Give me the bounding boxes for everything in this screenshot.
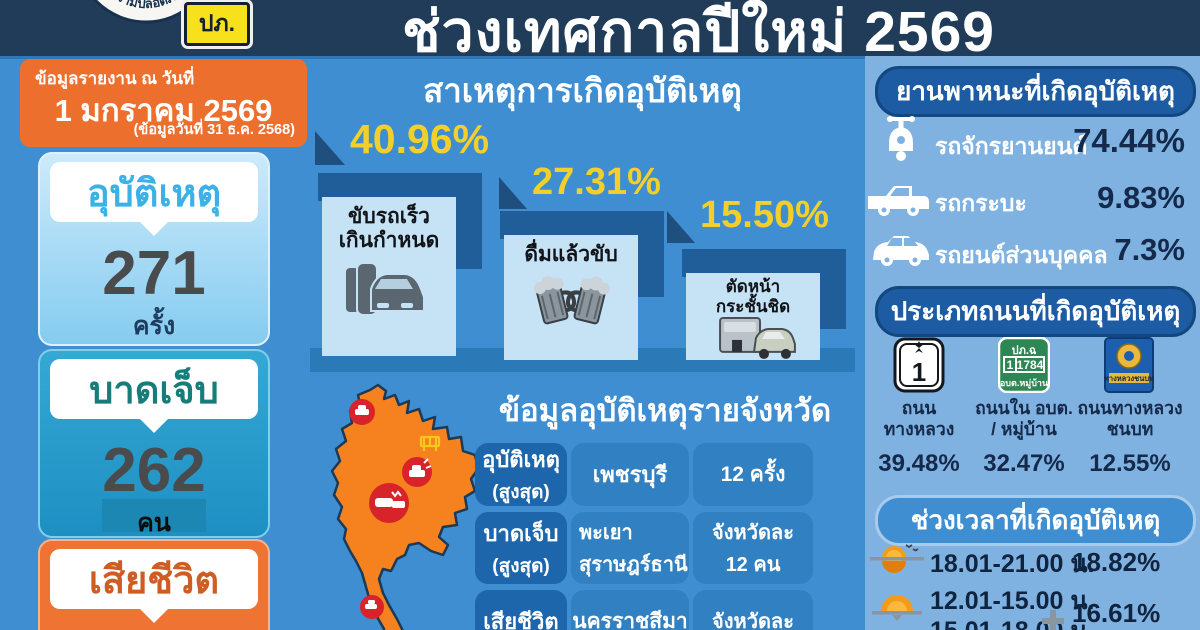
beer-mugs-icon [533, 276, 610, 325]
flag-triangle-icon [315, 131, 345, 165]
svg-text:ปภ.ฉ: ปภ.ฉ [1012, 344, 1037, 357]
province-row-province: พะเยา สุราษฎร์ธานี [571, 512, 689, 584]
local-road-sign-icon: ปภ.ฉ 1 1784 อบต.หมู่บ้าน [998, 337, 1050, 393]
province-row-label: บาดเจ็บ (สูงสุด) [475, 512, 567, 584]
card-step [452, 173, 482, 269]
province-row-label: เสียชีวิต [475, 590, 567, 630]
cause-card-speeding: ขับรถเร็ว เกินกำหนด [318, 173, 482, 356]
cause-label: ดื่มแล้วขับ [524, 243, 618, 266]
times-section-title: ช่วงเวลาที่เกิดอุบัติเหตุ [875, 495, 1196, 546]
flag-triangle-icon [499, 177, 527, 209]
vehicle-pct: 7.3% [1114, 232, 1185, 267]
stat-card-injured: บาดเจ็บ 262 คน [38, 349, 270, 538]
road-safety-center-logo: การความปลอดภัย [93, 0, 199, 24]
road-label: ถนนใน อบต. / หมู่บ้าน [975, 398, 1073, 439]
card-step [634, 211, 664, 297]
dpm-badge: ปภ. [184, 2, 250, 46]
road-pct: 12.55% [1089, 450, 1171, 477]
cause-pct-1: 40.96% [350, 116, 490, 162]
card-body: ดื่มแล้วขับ [504, 235, 638, 360]
vehicle-label: รถจักรยานยนต์ [935, 133, 1088, 159]
rural-highway-sign-icon: ทางหลวงชนบท [1104, 337, 1154, 393]
province-row-province: นครราชสีมา [571, 590, 689, 630]
highway-sign-icon: 1 [893, 337, 945, 393]
roads-section-title: ประเภทถนนที่เกิดอุบัติเหตุ [875, 286, 1196, 337]
map-marker-northeast [402, 457, 432, 487]
svg-text:การความปลอดภัย: การความปลอดภัย [93, 0, 185, 11]
stat-card-accidents: อุบัติเหตุ 271 ครั้ง [38, 152, 270, 346]
road-label: ถนน ทางหลวง [883, 398, 955, 439]
tab-pointer [140, 419, 168, 433]
stat-value: 262 [102, 436, 206, 505]
province-section-title: ข้อมูลอุบัติเหตุรายจังหวัด [498, 393, 832, 428]
map-marker-south [360, 595, 384, 619]
report-note: (ข้อมูลวันที่ 31 ธ.ค. 2568) [133, 122, 295, 138]
icon-fragment [1042, 610, 1064, 630]
logo-arc-text: การความปลอดภัย [93, 0, 185, 11]
card-step [816, 249, 846, 329]
stat-label: อุบัติเหตุ [50, 162, 258, 222]
cause-pct-2: 27.31% [532, 161, 661, 203]
midday-sun-icon [872, 595, 922, 621]
stat-card-deaths: เสียชีวิต [38, 539, 270, 630]
svg-text:1 1784: 1 1784 [1007, 358, 1044, 372]
road-pct: 32.47% [983, 450, 1065, 477]
svg-text:1: 1 [912, 357, 926, 387]
time-pct: 16.61% [1072, 598, 1161, 628]
province-row-label: อุบัติเหตุ (สูงสุด) [475, 443, 567, 506]
map-marker-north [349, 399, 375, 425]
thailand-map [330, 383, 480, 630]
stat-unit: ครั้ง [132, 312, 176, 340]
tab-pointer [140, 609, 168, 623]
tab-pointer [140, 222, 168, 236]
road-pct: 39.48% [878, 450, 960, 477]
report-date: 1 มกราคม 2569 [54, 93, 273, 128]
header-bar: การความปลอดภัย ปภ. ช่วงเทศกาลปีใหม่ 2569 [0, 0, 1200, 64]
pickup-truck-icon [868, 186, 929, 216]
stat-value: 271 [102, 239, 206, 308]
speeding-cars-icon [344, 262, 425, 317]
stat-unit: คน [137, 509, 171, 537]
card-body: ตัดหน้า กระชั้นชิด [686, 273, 820, 360]
stat-label: บาดเจ็บ [50, 359, 258, 419]
unit-band [102, 499, 206, 532]
time-range: 12.01-15.00 น.15.01-18.00 น. [930, 587, 1095, 630]
report-caption: ข้อมูลรายงาน ณ วันที่ [35, 69, 195, 88]
province-row-value: จังหวัดละ 12 คน [693, 512, 813, 584]
cause-card-drunk-driving: ดื่มแล้วขับ [500, 211, 664, 360]
map-marker-central-crash [369, 483, 409, 523]
svg-text:อบต.หมู่บ้าน: อบต.หมู่บ้าน [1000, 378, 1049, 389]
vehicle-pct: 9.83% [1097, 180, 1185, 215]
time-range: 18.01-21.00 น. [930, 550, 1095, 578]
truck-cut-in-icon [719, 317, 796, 360]
sunset-icon [870, 544, 924, 573]
province-row-value: จังหวัดละ [693, 590, 813, 630]
svg-text:ทางหลวงชนบท: ทางหลวงชนบท [1104, 374, 1154, 383]
road-label: ถนนทางหลวง ชนบท [1077, 398, 1183, 439]
motorcycle-icon [887, 116, 915, 161]
cause-label: ขับรถเร็ว เกินกำหนด [338, 205, 440, 253]
cause-card-cut-in: ตัดหน้า กระชั้นชิด [682, 249, 846, 360]
private-car-icon [873, 236, 929, 266]
vehicle-pct: 74.44% [1073, 122, 1185, 159]
causes-title: สาเหตุการเกิดอุบัติเหตุ [423, 72, 742, 109]
map-marker-barrier [419, 435, 441, 451]
flag-triangle-icon [667, 211, 695, 243]
stat-label: เสียชีวิต [50, 549, 258, 609]
time-pct: 18.82% [1072, 547, 1161, 577]
vehicle-label: รถยนต์ส่วนบุคคล [935, 242, 1108, 268]
vehicle-label: รถกระบะ [935, 190, 1027, 216]
page-title: ช่วงเทศกาลปีใหม่ 2569 [402, 0, 996, 64]
vehicles-section-title: ยานพาหนะที่เกิดอุบัติเหตุ [875, 66, 1196, 117]
cause-pct-3: 15.50% [700, 194, 829, 236]
cause-label: ตัดหน้า กระชั้นชิด [715, 277, 791, 316]
province-row-province: เพชรบุรี [571, 443, 689, 506]
card-body: ขับรถเร็ว เกินกำหนด [322, 197, 456, 356]
report-date-box: ข้อมูลรายงาน ณ วันที่ 1 มกราคม 2569 (ข้อ… [20, 59, 307, 147]
province-row-value: 12 ครั้ง [693, 443, 813, 506]
